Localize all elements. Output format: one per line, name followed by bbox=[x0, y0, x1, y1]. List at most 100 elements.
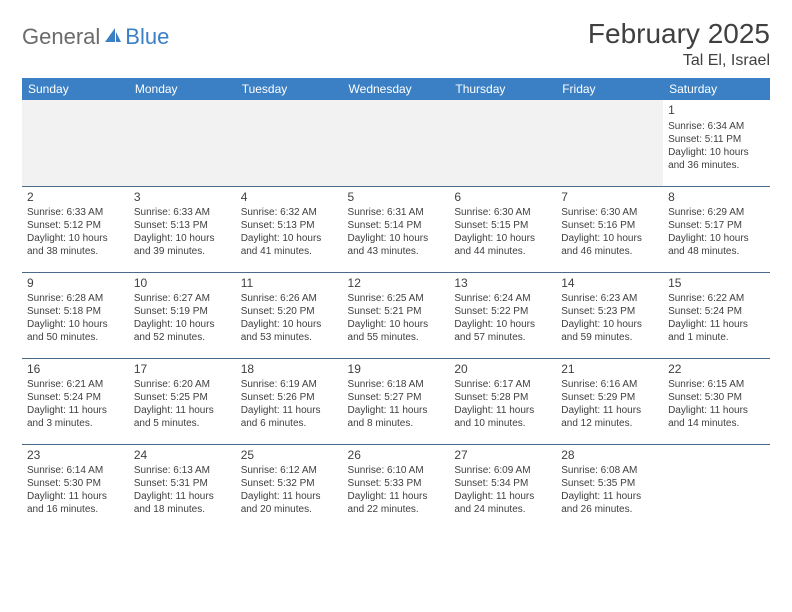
sunrise-line: Sunrise: 6:24 AM bbox=[454, 292, 551, 305]
sunrise-line: Sunrise: 6:34 AM bbox=[668, 120, 765, 133]
calendar-cell: 11Sunrise: 6:26 AMSunset: 5:20 PMDayligh… bbox=[236, 272, 343, 358]
sunset-line: Sunset: 5:23 PM bbox=[561, 305, 658, 318]
sunset-line: Sunset: 5:18 PM bbox=[27, 305, 124, 318]
month-title: February 2025 bbox=[588, 18, 770, 50]
sunrise-line: Sunrise: 6:27 AM bbox=[134, 292, 231, 305]
daylight-line: Daylight: 11 hours and 14 minutes. bbox=[668, 404, 765, 430]
day-number: 4 bbox=[241, 190, 338, 206]
calendar-cell: 17Sunrise: 6:20 AMSunset: 5:25 PMDayligh… bbox=[129, 358, 236, 444]
logo: GeneralBlue bbox=[22, 18, 169, 50]
sunrise-line: Sunrise: 6:21 AM bbox=[27, 378, 124, 391]
day-number: 21 bbox=[561, 362, 658, 378]
weekday-header: Friday bbox=[556, 78, 663, 100]
daylight-line: Daylight: 10 hours and 36 minutes. bbox=[668, 146, 765, 172]
sunrise-line: Sunrise: 6:18 AM bbox=[348, 378, 445, 391]
sunrise-line: Sunrise: 6:12 AM bbox=[241, 464, 338, 477]
sunrise-line: Sunrise: 6:10 AM bbox=[348, 464, 445, 477]
calendar-cell: 5Sunrise: 6:31 AMSunset: 5:14 PMDaylight… bbox=[343, 186, 450, 272]
day-number: 9 bbox=[27, 276, 124, 292]
weekday-header: Thursday bbox=[449, 78, 556, 100]
daylight-line: Daylight: 10 hours and 44 minutes. bbox=[454, 232, 551, 258]
sunrise-line: Sunrise: 6:16 AM bbox=[561, 378, 658, 391]
day-number: 19 bbox=[348, 362, 445, 378]
day-number: 24 bbox=[134, 448, 231, 464]
sunset-line: Sunset: 5:34 PM bbox=[454, 477, 551, 490]
day-number: 1 bbox=[668, 103, 765, 119]
sunrise-line: Sunrise: 6:17 AM bbox=[454, 378, 551, 391]
sunset-line: Sunset: 5:35 PM bbox=[561, 477, 658, 490]
sunrise-line: Sunrise: 6:32 AM bbox=[241, 206, 338, 219]
calendar-cell: 24Sunrise: 6:13 AMSunset: 5:31 PMDayligh… bbox=[129, 444, 236, 530]
calendar-cell: 25Sunrise: 6:12 AMSunset: 5:32 PMDayligh… bbox=[236, 444, 343, 530]
calendar-header-row: SundayMondayTuesdayWednesdayThursdayFrid… bbox=[22, 78, 770, 100]
sunset-line: Sunset: 5:20 PM bbox=[241, 305, 338, 318]
daylight-line: Daylight: 10 hours and 43 minutes. bbox=[348, 232, 445, 258]
sunrise-line: Sunrise: 6:19 AM bbox=[241, 378, 338, 391]
day-number: 5 bbox=[348, 190, 445, 206]
sunrise-line: Sunrise: 6:15 AM bbox=[668, 378, 765, 391]
sunrise-line: Sunrise: 6:09 AM bbox=[454, 464, 551, 477]
sunset-line: Sunset: 5:29 PM bbox=[561, 391, 658, 404]
daylight-line: Daylight: 11 hours and 22 minutes. bbox=[348, 490, 445, 516]
sunrise-line: Sunrise: 6:23 AM bbox=[561, 292, 658, 305]
location: Tal El, Israel bbox=[588, 52, 770, 70]
daylight-line: Daylight: 11 hours and 12 minutes. bbox=[561, 404, 658, 430]
calendar-cell: 10Sunrise: 6:27 AMSunset: 5:19 PMDayligh… bbox=[129, 272, 236, 358]
daylight-line: Daylight: 10 hours and 52 minutes. bbox=[134, 318, 231, 344]
sunset-line: Sunset: 5:28 PM bbox=[454, 391, 551, 404]
calendar-cell: 23Sunrise: 6:14 AMSunset: 5:30 PMDayligh… bbox=[22, 444, 129, 530]
daylight-line: Daylight: 11 hours and 1 minute. bbox=[668, 318, 765, 344]
calendar-cell: 13Sunrise: 6:24 AMSunset: 5:22 PMDayligh… bbox=[449, 272, 556, 358]
daylight-line: Daylight: 10 hours and 55 minutes. bbox=[348, 318, 445, 344]
sunrise-line: Sunrise: 6:30 AM bbox=[561, 206, 658, 219]
daylight-line: Daylight: 11 hours and 24 minutes. bbox=[454, 490, 551, 516]
calendar-row: 1Sunrise: 6:34 AMSunset: 5:11 PMDaylight… bbox=[22, 100, 770, 186]
daylight-line: Daylight: 11 hours and 18 minutes. bbox=[134, 490, 231, 516]
calendar-cell: 18Sunrise: 6:19 AMSunset: 5:26 PMDayligh… bbox=[236, 358, 343, 444]
weekday-header: Saturday bbox=[663, 78, 770, 100]
daylight-line: Daylight: 10 hours and 50 minutes. bbox=[27, 318, 124, 344]
day-number: 13 bbox=[454, 276, 551, 292]
weekday-header: Sunday bbox=[22, 78, 129, 100]
day-number: 15 bbox=[668, 276, 765, 292]
calendar-cell: 28Sunrise: 6:08 AMSunset: 5:35 PMDayligh… bbox=[556, 444, 663, 530]
day-number: 27 bbox=[454, 448, 551, 464]
calendar-cell: 15Sunrise: 6:22 AMSunset: 5:24 PMDayligh… bbox=[663, 272, 770, 358]
daylight-line: Daylight: 10 hours and 39 minutes. bbox=[134, 232, 231, 258]
calendar-cell: 19Sunrise: 6:18 AMSunset: 5:27 PMDayligh… bbox=[343, 358, 450, 444]
day-number: 14 bbox=[561, 276, 658, 292]
sunrise-line: Sunrise: 6:22 AM bbox=[668, 292, 765, 305]
calendar-cell bbox=[556, 100, 663, 186]
daylight-line: Daylight: 11 hours and 20 minutes. bbox=[241, 490, 338, 516]
day-number: 11 bbox=[241, 276, 338, 292]
sunset-line: Sunset: 5:30 PM bbox=[27, 477, 124, 490]
sunrise-line: Sunrise: 6:26 AM bbox=[241, 292, 338, 305]
day-number: 10 bbox=[134, 276, 231, 292]
calendar-cell bbox=[449, 100, 556, 186]
calendar-table: SundayMondayTuesdayWednesdayThursdayFrid… bbox=[22, 78, 770, 530]
calendar-body: 1Sunrise: 6:34 AMSunset: 5:11 PMDaylight… bbox=[22, 100, 770, 530]
calendar-cell: 21Sunrise: 6:16 AMSunset: 5:29 PMDayligh… bbox=[556, 358, 663, 444]
header: GeneralBlue February 2025 Tal El, Israel bbox=[22, 18, 770, 70]
day-number: 16 bbox=[27, 362, 124, 378]
sunrise-line: Sunrise: 6:14 AM bbox=[27, 464, 124, 477]
calendar-row: 23Sunrise: 6:14 AMSunset: 5:30 PMDayligh… bbox=[22, 444, 770, 530]
calendar-cell: 26Sunrise: 6:10 AMSunset: 5:33 PMDayligh… bbox=[343, 444, 450, 530]
daylight-line: Daylight: 11 hours and 10 minutes. bbox=[454, 404, 551, 430]
calendar-cell: 6Sunrise: 6:30 AMSunset: 5:15 PMDaylight… bbox=[449, 186, 556, 272]
sunset-line: Sunset: 5:27 PM bbox=[348, 391, 445, 404]
sunset-line: Sunset: 5:22 PM bbox=[454, 305, 551, 318]
calendar-cell: 16Sunrise: 6:21 AMSunset: 5:24 PMDayligh… bbox=[22, 358, 129, 444]
calendar-cell bbox=[129, 100, 236, 186]
sunset-line: Sunset: 5:26 PM bbox=[241, 391, 338, 404]
sunset-line: Sunset: 5:25 PM bbox=[134, 391, 231, 404]
title-block: February 2025 Tal El, Israel bbox=[588, 18, 770, 70]
sunset-line: Sunset: 5:17 PM bbox=[668, 219, 765, 232]
calendar-cell: 9Sunrise: 6:28 AMSunset: 5:18 PMDaylight… bbox=[22, 272, 129, 358]
calendar-cell: 20Sunrise: 6:17 AMSunset: 5:28 PMDayligh… bbox=[449, 358, 556, 444]
calendar-row: 9Sunrise: 6:28 AMSunset: 5:18 PMDaylight… bbox=[22, 272, 770, 358]
sunset-line: Sunset: 5:31 PM bbox=[134, 477, 231, 490]
sunset-line: Sunset: 5:11 PM bbox=[668, 133, 765, 146]
sunrise-line: Sunrise: 6:08 AM bbox=[561, 464, 658, 477]
daylight-line: Daylight: 10 hours and 57 minutes. bbox=[454, 318, 551, 344]
